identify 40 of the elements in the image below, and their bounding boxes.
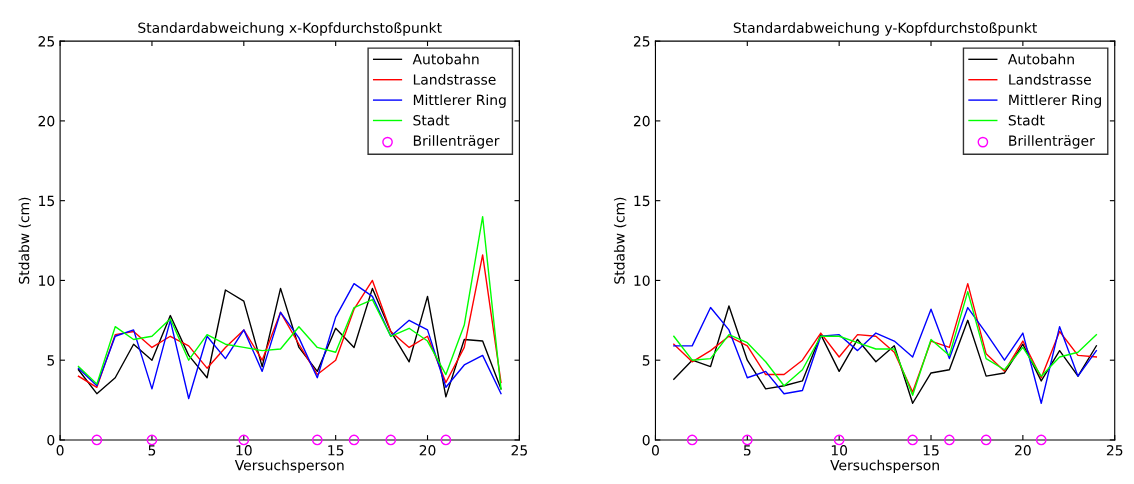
legend-label: Landstrasse xyxy=(1009,74,1091,85)
y-axis-title: Stdabw (cm) xyxy=(18,197,31,284)
legend-label: Stadt xyxy=(413,114,450,126)
y-tick-label: 10 xyxy=(634,275,650,286)
y-tick-label: 5 xyxy=(47,355,55,366)
chart-title: Standardabweichung x-Kopfdurchstoßpunkt xyxy=(138,22,442,36)
legend-label: Autobahn xyxy=(1008,53,1074,65)
legend-label: Mittlerer Ring xyxy=(1009,94,1101,108)
legend-label: Stadt xyxy=(1008,114,1045,126)
x-tick-label: 25 xyxy=(1106,445,1123,456)
chart-title: Standardabweichung y-Kopfdurchstoßpunkt xyxy=(733,22,1037,36)
legend-label: Mittlerer Ring xyxy=(413,94,506,108)
y-axis-title: Stdabw (cm) xyxy=(613,197,627,284)
x-tick-label: 15 xyxy=(923,445,939,456)
legend-label: Brillenträger xyxy=(1009,135,1095,149)
y-tick-label: 5 xyxy=(642,355,650,366)
x-axis-title: Versuchsperson xyxy=(830,459,939,474)
y-tick-label: 15 xyxy=(39,195,55,207)
legend-label: Landstrasse xyxy=(413,74,496,85)
x-tick-label: 20 xyxy=(419,445,436,456)
x-axis-title: Versuchsperson xyxy=(234,459,344,474)
y-tick-label: 15 xyxy=(634,195,650,207)
x-tick-label: 0 xyxy=(651,445,659,456)
y-tick-label: 10 xyxy=(39,275,55,286)
x-tick-label: 5 xyxy=(743,445,751,456)
x-tick-label: 20 xyxy=(1015,445,1031,456)
legend-label: Brillenträger xyxy=(413,135,500,149)
x-tick-label: 25 xyxy=(511,445,527,456)
y-tick-label: 0 xyxy=(642,434,650,446)
x-tick-label: 15 xyxy=(328,445,344,456)
x-tick-label: 0 xyxy=(56,445,64,456)
y-tick-label: 25 xyxy=(633,36,650,47)
x-tick-label: 5 xyxy=(148,445,156,456)
y-tick-label: 25 xyxy=(38,36,55,47)
y-tick-label: 0 xyxy=(47,434,55,446)
y-tick-label: 20 xyxy=(633,115,650,127)
legend-label: Autobahn xyxy=(412,53,479,65)
x-tick-label: 10 xyxy=(236,445,252,456)
x-tick-label: 10 xyxy=(831,445,848,456)
y-tick-label: 20 xyxy=(38,115,55,127)
